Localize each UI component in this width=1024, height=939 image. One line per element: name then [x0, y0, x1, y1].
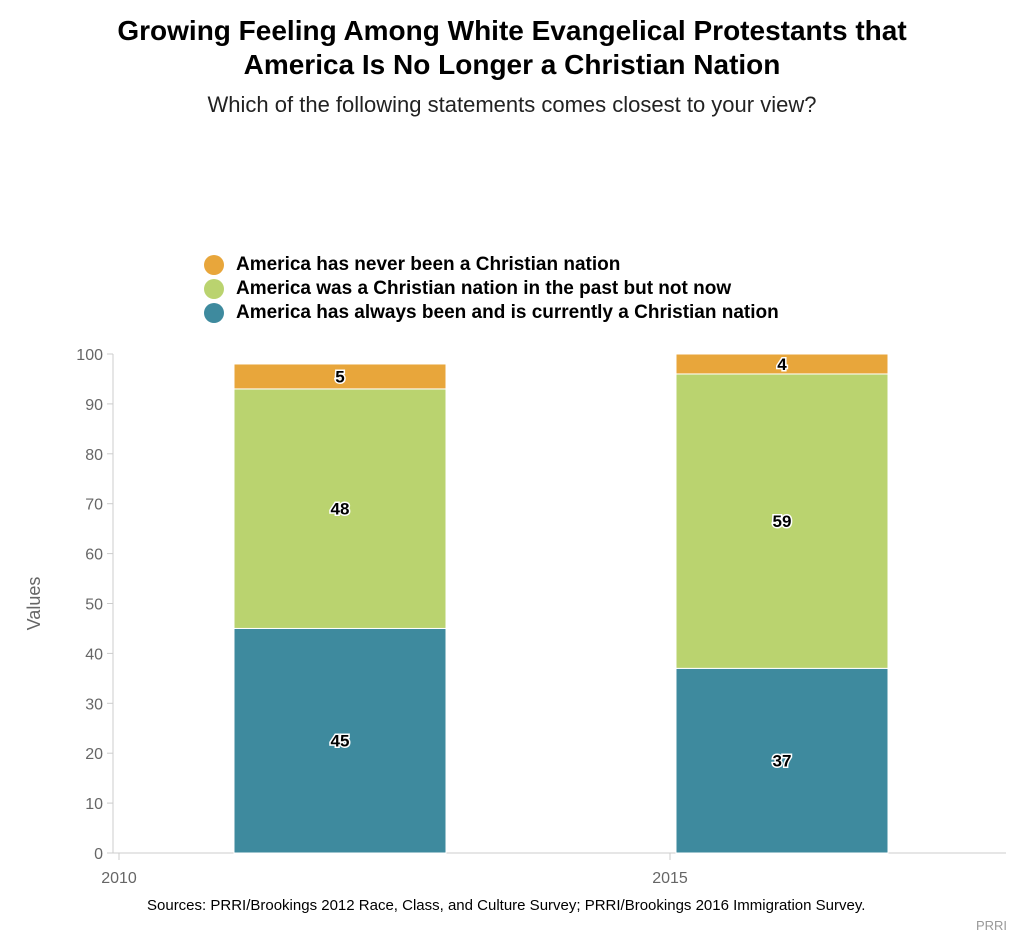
bar-segment [675, 373, 889, 669]
y-tick-label: 0 [94, 846, 103, 863]
legend-item-always: America has always been and is currently… [204, 301, 779, 325]
y-tick-label: 10 [85, 796, 103, 813]
legend-swatch-past [204, 279, 224, 299]
chart-subtitle: Which of the following statements comes … [207, 92, 817, 117]
y-tick-label: 90 [85, 397, 103, 414]
legend-swatch-never [204, 255, 224, 275]
y-tick-label: 80 [85, 447, 103, 464]
y-tick-label: 60 [85, 547, 103, 564]
data-label: 45 [331, 732, 350, 751]
legend-label-always: America has always been and is currently… [236, 302, 779, 323]
legend-item-never: America has never been a Christian natio… [204, 253, 779, 277]
x-tick-label: 2015 [652, 870, 688, 887]
y-tick-label: 100 [76, 347, 103, 364]
y-tick-label: 40 [85, 646, 103, 663]
data-label: 48 [331, 500, 350, 519]
data-label: 37 [773, 752, 792, 771]
data-label: 4 [777, 355, 787, 374]
bar-segment [233, 388, 447, 629]
source-note: Sources: PRRI/Brookings 2012 Race, Class… [147, 897, 866, 914]
y-tick-label: 50 [85, 597, 103, 614]
legend-item-past: America was a Christian nation in the pa… [204, 277, 779, 301]
chart-title: Growing Feeling Among White Evangelical … [0, 14, 1024, 82]
y-tick-label: 70 [85, 497, 103, 514]
chart-title-line-1: Growing Feeling Among White Evangelical … [117, 15, 907, 46]
credit-label: PRRI [975, 918, 1007, 933]
legend-label-past: America was a Christian nation in the pa… [236, 278, 732, 299]
data-label: 5 [335, 367, 344, 386]
bar-segment [233, 363, 447, 390]
legend-label-never: America has never been a Christian natio… [236, 254, 621, 275]
y-axis-title: Values [24, 577, 44, 631]
y-tick-label: 30 [85, 696, 103, 713]
legend-swatch-always [204, 303, 224, 323]
chart-legend: America has never been a Christian natio… [204, 253, 779, 325]
bar-segment [675, 667, 889, 854]
bar-segment [675, 353, 889, 375]
data-label: 59 [773, 512, 792, 531]
x-tick-label: 2010 [101, 870, 137, 887]
chart-title-line-2: America Is No Longer a Christian Nation [243, 49, 781, 80]
y-tick-label: 20 [85, 746, 103, 763]
